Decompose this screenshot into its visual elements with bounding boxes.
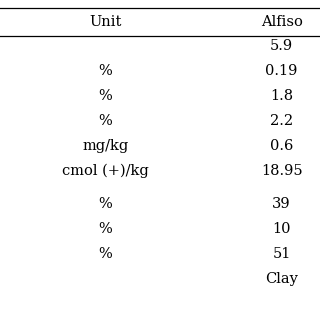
Text: 2.2: 2.2 — [270, 114, 293, 128]
Text: Alfiso: Alfiso — [261, 15, 302, 29]
Text: %: % — [99, 197, 112, 211]
Text: %: % — [99, 89, 112, 103]
Text: mg/kg: mg/kg — [83, 139, 129, 153]
Text: 39: 39 — [272, 197, 291, 211]
Text: %: % — [99, 114, 112, 128]
Text: 0.6: 0.6 — [270, 139, 293, 153]
Text: Clay: Clay — [265, 272, 298, 285]
Text: %: % — [99, 64, 112, 78]
Text: Unit: Unit — [89, 15, 122, 29]
Text: 51: 51 — [272, 247, 291, 260]
Text: cmol (+)/kg: cmol (+)/kg — [62, 164, 149, 178]
Text: %: % — [99, 222, 112, 236]
Text: 18.95: 18.95 — [261, 164, 302, 178]
Text: 1.8: 1.8 — [270, 89, 293, 103]
Text: 5.9: 5.9 — [270, 39, 293, 53]
Text: %: % — [99, 247, 112, 260]
Text: 0.19: 0.19 — [265, 64, 298, 78]
Text: 10: 10 — [272, 222, 291, 236]
